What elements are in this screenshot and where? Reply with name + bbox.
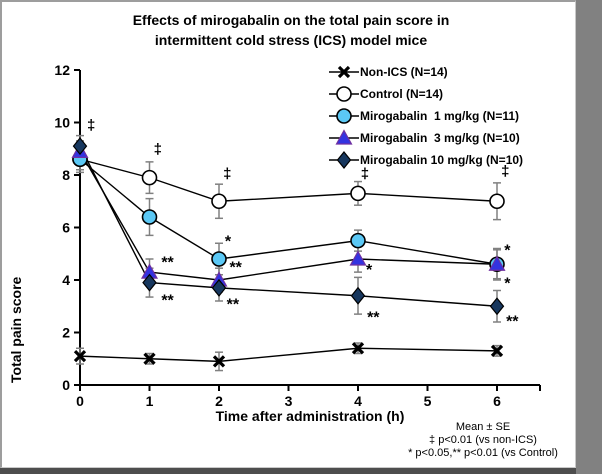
legend-key-icon: [329, 108, 359, 124]
legend-item: Control (N=14): [329, 83, 523, 105]
diamond-marker-icon: [489, 297, 505, 316]
significance-dagger: ‡: [361, 166, 369, 183]
footnote-mean-se: Mean ± SE: [455, 421, 511, 433]
circle-marker-icon: [141, 169, 158, 186]
y-tick-label: 8: [62, 167, 70, 183]
legend-key-icon: [329, 65, 359, 79]
triangle-marker-icon: [335, 129, 353, 145]
legend-label: Mirogabalin 1 mg/kg (N=11): [360, 109, 520, 123]
y-tick-label: 12: [54, 62, 70, 78]
legend-label: Non-ICS (N=14): [360, 65, 448, 79]
y-tick-label: 4: [62, 272, 70, 288]
significance-asterisk: *: [504, 275, 511, 292]
x-marker-icon: [212, 355, 226, 368]
chart-canvas: 0 2 4 6 8 10 12 0 1 2 3 4 5 6 ‡ ‡ ‡ ‡ ‡ ** ** * ** ** * ** * * ** Ef…: [0, 0, 576, 468]
circle-marker-icon: [141, 209, 158, 225]
legend-key-icon: [329, 151, 359, 169]
chart-legend: Non-ICS (N=14) Control (N=14) Mirogabalin …: [329, 61, 523, 171]
footnote-dagger: ‡ p<0.01 (vs non-ICS): [429, 434, 537, 446]
significance-dagger: ‡: [87, 117, 95, 134]
legend-label: Mirogabalin 3 mg/kg (N=10): [360, 131, 520, 145]
x-tick-label: 3: [285, 393, 293, 409]
circle-marker-icon: [350, 185, 366, 202]
significance-asterisk: **: [367, 309, 380, 326]
x-tick-label: 6: [493, 393, 501, 409]
x-tick-label: 0: [76, 393, 84, 409]
series-line: [79, 347, 498, 363]
gray-panel-bottom: [0, 468, 576, 474]
x-marker-icon: [73, 349, 87, 363]
significance-dagger: ‡: [223, 166, 231, 183]
circle-marker-icon: [489, 193, 505, 210]
x-marker-icon: [337, 65, 351, 79]
y-tick-label: 10: [54, 115, 70, 131]
circle-marker-icon: [211, 251, 227, 267]
x-tick-label: 2: [215, 393, 223, 409]
legend-item: Mirogabalin 10 mg/kg (N=10): [329, 149, 523, 171]
legend-key-icon: [329, 129, 359, 145]
significance-asterisk: *: [225, 233, 232, 250]
significance-asterisk: **: [161, 292, 174, 309]
legend-label: Mirogabalin 10 mg/kg (N=10): [360, 153, 524, 167]
significance-asterisk: **: [161, 254, 174, 271]
footnote-asterisk: * p<0.05,** p<0.01 (vs Control): [408, 447, 558, 459]
legend-key-icon: [329, 86, 359, 102]
x-tick-label: 4: [354, 393, 362, 409]
legend-item: Mirogabalin 1 mg/kg (N=11): [329, 105, 523, 127]
x-axis-label: Time after administration (h): [215, 408, 405, 424]
legend-label: Control (N=14): [360, 87, 444, 101]
triangle-marker-icon: [349, 250, 367, 266]
y-tick-label: 6: [62, 220, 70, 236]
diamond-marker-icon: [142, 273, 157, 292]
circle-marker-icon: [336, 108, 352, 124]
y-tick-label: 0: [62, 377, 70, 393]
y-tick-label: 2: [62, 325, 70, 341]
significance-asterisk: *: [366, 262, 373, 279]
triangle-marker-icon: [488, 255, 506, 271]
diamond-marker-icon: [350, 286, 366, 305]
significance-asterisk: *: [504, 243, 511, 260]
diamond-marker-icon: [72, 137, 88, 156]
circle-marker-icon: [336, 86, 352, 102]
x-marker-icon: [143, 352, 156, 365]
chart-title-line2: intermittent cold stress (ICS) model mic…: [154, 32, 428, 48]
x-marker-icon: [490, 344, 504, 358]
diamond-marker-icon: [211, 278, 227, 297]
legend-item: Non-ICS (N=14): [329, 61, 523, 83]
circle-marker-icon: [350, 232, 366, 249]
circle-marker-icon: [211, 193, 227, 210]
diamond-marker-icon: [336, 151, 352, 169]
significance-dagger: ‡: [154, 141, 162, 158]
x-tick-label: 5: [424, 393, 432, 409]
x-marker-icon: [351, 342, 365, 355]
legend-item: Mirogabalin 3 mg/kg (N=10): [329, 127, 523, 149]
significance-asterisk: **: [506, 313, 519, 330]
significance-asterisk: **: [227, 296, 240, 313]
chart-title-line1: Effects of mirogabalin on the total pain…: [132, 12, 450, 28]
chart-footnotes: Mean ± SE ‡ p<0.01 (vs non-ICS) * p<0.05…: [390, 421, 576, 460]
y-axis-label: Total pain score: [8, 276, 24, 383]
gray-panel-right: [576, 0, 602, 474]
chart-title: Effects of mirogabalin on the total pain…: [17, 10, 565, 50]
x-tick-label: 1: [146, 393, 154, 409]
significance-dagger: ‡: [501, 163, 509, 180]
significance-asterisk: **: [229, 260, 242, 277]
